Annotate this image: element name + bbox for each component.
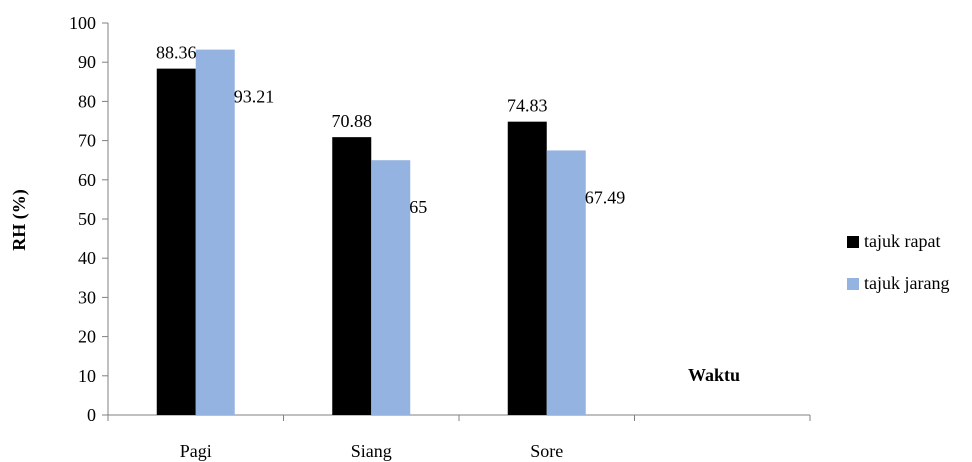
y-tick-label: 80 <box>78 91 96 111</box>
bar-tajuk-jarang <box>546 150 586 415</box>
data-label: 74.83 <box>507 96 548 116</box>
bar-tajuk-rapat <box>156 68 196 416</box>
data-label: 70.88 <box>332 111 373 131</box>
axes: 0 10 20 30 40 50 60 70 80 90 100 Pagi Siang Sore <box>69 13 811 461</box>
y-tick-label: 0 <box>87 405 96 425</box>
y-tick-label: 40 <box>78 248 96 268</box>
y-tick-label: 90 <box>78 52 96 72</box>
y-tick-label: 100 <box>69 13 96 33</box>
y-tick-label: 30 <box>78 287 96 307</box>
legend: tajuk rapat tajuk jarang <box>847 231 949 293</box>
bar-tajuk-rapat <box>332 137 372 416</box>
x-tick-label: Siang <box>351 441 392 461</box>
y-tick-label: 10 <box>78 366 96 386</box>
legend-swatch <box>847 278 859 290</box>
y-tick-label: 70 <box>78 131 96 151</box>
x-tick-label: Sore <box>530 441 563 461</box>
data-labels: 88.36 70.88 74.83 93.21 65 67.49 <box>156 43 625 218</box>
y-axis-title: RH (%) <box>9 189 30 251</box>
legend-label: tajuk jarang <box>864 273 949 293</box>
data-label: 88.36 <box>156 43 197 63</box>
data-label: 67.49 <box>585 187 626 207</box>
data-label: 93.21 <box>234 87 275 107</box>
bar-tajuk-jarang <box>195 49 235 416</box>
legend-swatch <box>847 236 859 248</box>
x-axis-title: Waktu <box>688 365 740 385</box>
bar-tajuk-rapat <box>507 121 547 416</box>
bars <box>156 49 586 416</box>
y-tick-label: 20 <box>78 327 96 347</box>
legend-label: tajuk rapat <box>864 231 940 251</box>
y-tick-label: 60 <box>78 170 96 190</box>
x-tick-label: Pagi <box>180 441 212 461</box>
data-label: 65 <box>409 197 427 217</box>
y-tick-label: 50 <box>78 209 96 229</box>
bar-tajuk-jarang <box>371 160 411 415</box>
